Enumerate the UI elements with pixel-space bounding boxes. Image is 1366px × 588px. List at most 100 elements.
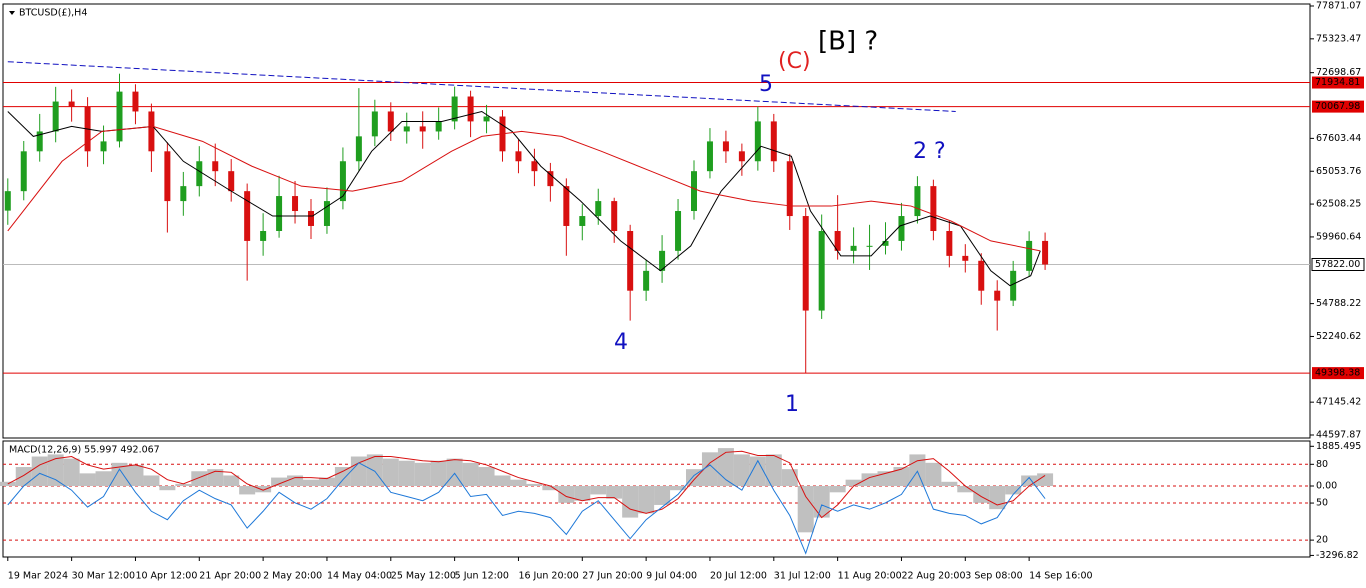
macd-bar <box>654 485 671 505</box>
macd-bar <box>111 462 128 486</box>
candle-body <box>675 211 682 251</box>
macd-bar <box>622 485 639 518</box>
candle-body <box>802 216 809 311</box>
candle-body <box>451 96 458 122</box>
candle-body <box>1042 240 1049 265</box>
macd-bar <box>1005 485 1022 495</box>
candle-body <box>691 171 698 212</box>
x-tick-label: 16 Jun 20:00 <box>518 571 578 582</box>
macd-bar <box>877 471 894 486</box>
x-tick-label: 30 Mar 12:00 <box>72 571 135 582</box>
macd-bar <box>510 479 527 486</box>
level-label-box <box>1312 367 1364 380</box>
macd-bar <box>350 456 367 486</box>
candle-body <box>36 131 43 152</box>
candle-body <box>180 186 187 202</box>
x-tick-label: 22 Aug 20:00 <box>901 571 965 582</box>
y-tick-label: 50 <box>1316 498 1328 509</box>
macd-bar <box>239 485 256 495</box>
candle-body <box>116 91 123 142</box>
candle-body <box>483 116 490 122</box>
level-label-box <box>1312 100 1364 113</box>
y-tick-label: 47145.42 <box>1316 397 1361 408</box>
macd-bar <box>334 467 351 486</box>
macd-line <box>7 450 1046 519</box>
candle-body <box>706 141 713 172</box>
candle-body <box>323 201 330 226</box>
macd-bar <box>462 462 479 486</box>
macd-bar <box>63 458 80 486</box>
candle-body <box>435 121 442 132</box>
x-tick-label: 21 Apr 20:00 <box>199 571 261 582</box>
candle-body <box>531 161 538 172</box>
x-tick-label: 19 Mar 2024 <box>8 571 68 582</box>
macd-bar <box>127 464 144 486</box>
macd-bar <box>845 479 862 486</box>
macd-bar <box>15 467 32 486</box>
wave-label: (C) <box>778 49 811 74</box>
candle-body <box>978 260 985 291</box>
x-tick-label: 2 May 20:00 <box>263 571 322 582</box>
y-tick-label: 65053.76 <box>1316 166 1361 177</box>
macd-bar <box>765 454 782 486</box>
macd-bar <box>893 467 910 486</box>
macd-bar <box>526 483 543 486</box>
candle-body <box>164 151 171 202</box>
wave-label: [B] ? <box>818 27 878 57</box>
wave-label: 2 ? <box>913 139 946 164</box>
candle-body <box>627 230 634 291</box>
x-tick-label: 14 Sep 16:00 <box>1029 571 1092 582</box>
macd-bar <box>414 462 431 486</box>
candle-body <box>643 270 650 291</box>
candle-body <box>132 91 139 112</box>
candle-body <box>276 196 283 231</box>
indicator-line <box>7 110 1041 287</box>
macd-bar <box>430 460 447 486</box>
macd-bar <box>542 485 559 491</box>
y-tick-label: 75323.47 <box>1316 33 1361 44</box>
macd-bar <box>159 485 176 491</box>
macd-bar <box>638 485 655 514</box>
level-label: 71934.81 <box>1315 77 1360 88</box>
candle-body <box>419 126 426 132</box>
last-price-label: 57822.00 <box>1315 259 1360 270</box>
candle-body <box>228 171 235 192</box>
candle-body <box>260 230 267 241</box>
candle-body <box>292 196 299 212</box>
x-tick-label: 25 May 12:00 <box>391 571 456 582</box>
x-tick-label: 3 Sep 08:00 <box>965 571 1022 582</box>
candle-body <box>307 211 314 226</box>
candle-body <box>850 245 857 251</box>
candle-body <box>818 230 825 311</box>
macd-bar <box>813 485 830 518</box>
candle-body <box>770 121 777 162</box>
candle-body <box>563 186 570 226</box>
macd-bar <box>191 471 208 486</box>
candle-body <box>244 191 251 241</box>
wave-label: 4 <box>614 330 628 355</box>
macd-bar <box>175 483 192 486</box>
y-tick-label: 54788.22 <box>1316 298 1361 309</box>
macd-bar <box>366 454 383 486</box>
macd-bar <box>223 475 240 486</box>
x-tick-label: 20 Jul 12:00 <box>710 571 767 582</box>
x-tick-label: 14 May 04:00 <box>327 571 392 582</box>
candle-body <box>962 255 969 261</box>
macd-bar <box>143 475 160 486</box>
macd-bar <box>398 460 415 486</box>
candle-body <box>1026 240 1033 271</box>
macd-bar <box>717 448 734 486</box>
candle-body <box>882 240 889 246</box>
macd-bar <box>31 456 48 486</box>
macd-bar <box>909 454 926 486</box>
candle-body <box>20 151 27 192</box>
symbol-icon <box>9 11 15 15</box>
candle-body <box>1010 270 1017 301</box>
macd-bar <box>302 479 319 486</box>
y-tick-label: 20 <box>1316 535 1328 546</box>
macd-line <box>7 459 1046 555</box>
last-price-box <box>1311 257 1365 271</box>
y-tick-label: 67603.44 <box>1316 133 1361 144</box>
wave-label: 5 <box>759 72 773 97</box>
